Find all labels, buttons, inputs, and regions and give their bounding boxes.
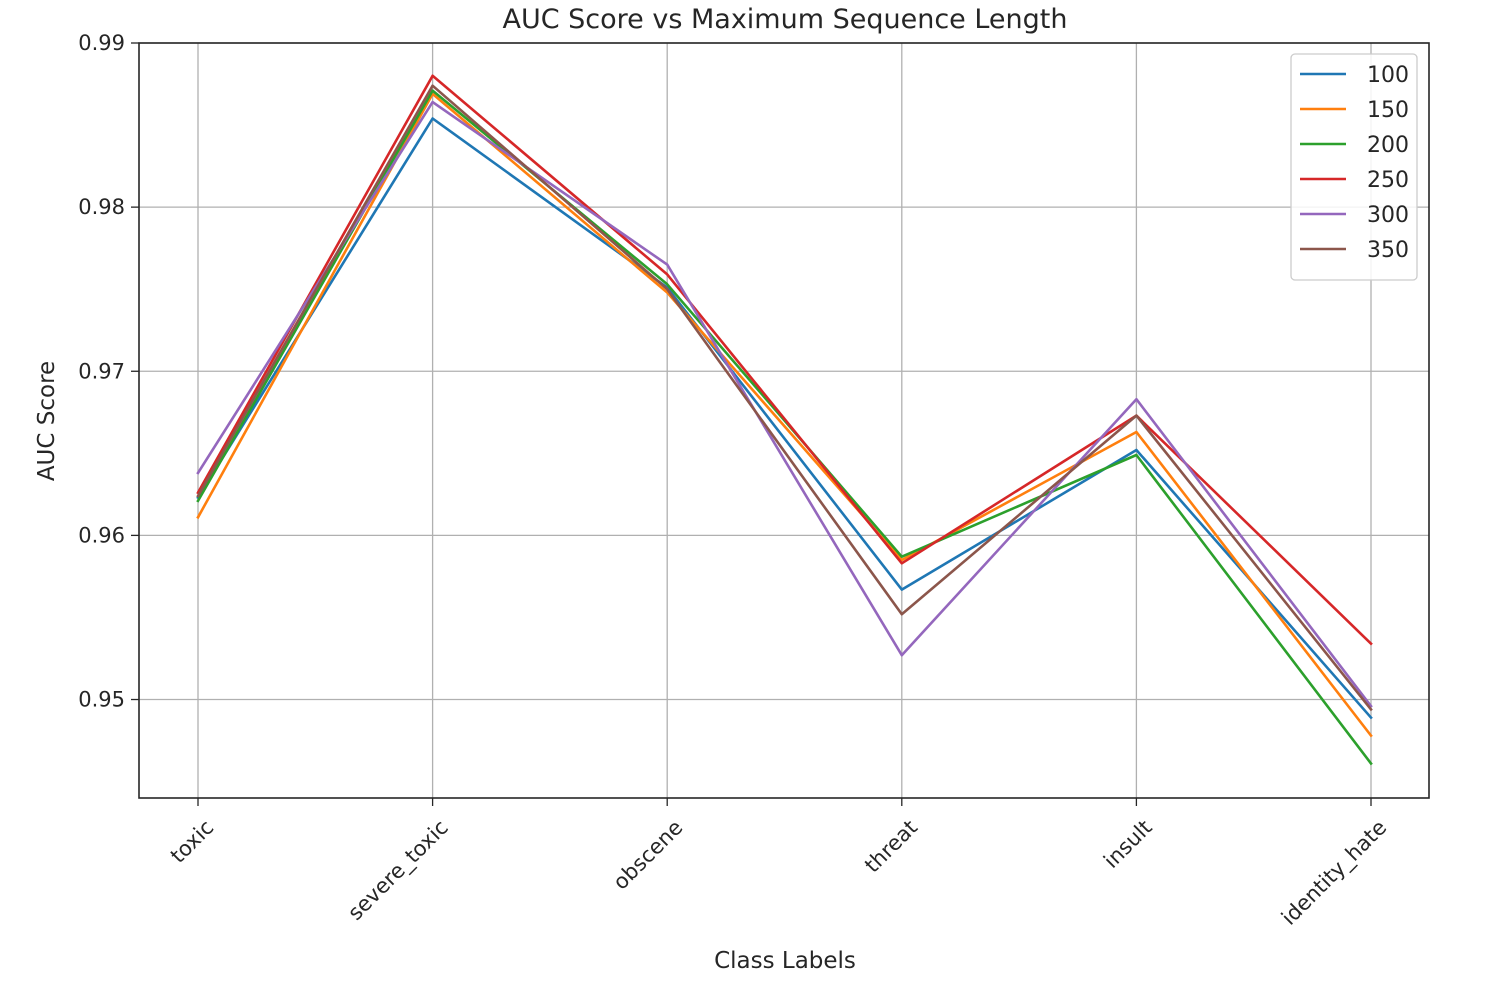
x-axis-ticks: toxic severe_toxic obscene threat insult iden… xyxy=(166,798,1392,931)
legend-label-200: 200 xyxy=(1367,133,1409,158)
legend-label-350: 350 xyxy=(1367,238,1409,263)
series-line-350 xyxy=(196,84,1373,712)
series-line-300 xyxy=(196,100,1373,708)
y-tick-label: 0.98 xyxy=(78,195,125,219)
x-tick-label: insult xyxy=(1099,815,1157,873)
y-tick-label: 0.99 xyxy=(78,31,125,55)
plot-border xyxy=(138,42,1430,799)
legend-label-250: 250 xyxy=(1367,168,1409,193)
y-axis-ticks: 0.95 0.96 0.97 0.98 0.99 xyxy=(78,31,139,712)
series-line-100 xyxy=(196,117,1373,720)
x-tick-label: obscene xyxy=(608,815,687,894)
legend-label-300: 300 xyxy=(1367,203,1409,228)
y-tick-label: 0.95 xyxy=(78,688,125,712)
plot-frame xyxy=(138,42,1430,799)
legend-label-150: 150 xyxy=(1367,98,1409,123)
x-axis-label: Class Labels xyxy=(714,948,856,974)
x-tick-label: toxic xyxy=(166,815,219,868)
x-tick-label: severe_toxic xyxy=(343,815,453,925)
y-tick-label: 0.96 xyxy=(78,523,125,547)
x-tick-label: threat xyxy=(860,815,922,877)
x-tick-label: identity_hate xyxy=(1277,815,1392,930)
legend-label-100: 100 xyxy=(1367,63,1409,88)
y-tick-label: 0.97 xyxy=(78,359,125,383)
legend: 100 150 200 250 300 350 xyxy=(1290,53,1418,281)
series-line-250 xyxy=(196,74,1373,646)
series-layer xyxy=(196,74,1373,766)
y-axis-label: AUC Score xyxy=(34,361,60,481)
chart-title: AUC Score vs Maximum Sequence Length xyxy=(502,4,1067,35)
legend-box xyxy=(1290,53,1418,281)
